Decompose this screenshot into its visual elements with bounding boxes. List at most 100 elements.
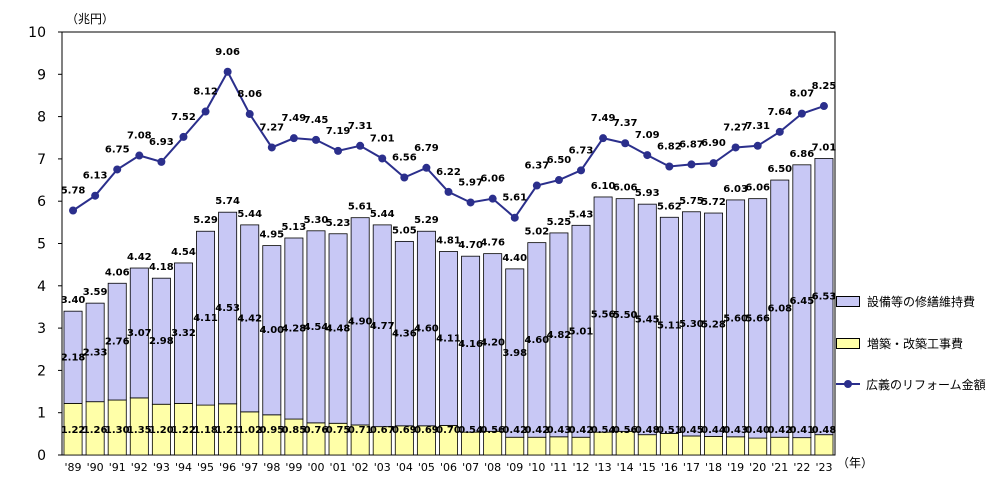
reform-total-point [665, 162, 674, 171]
data-label-maintenance: 4.16 [458, 339, 483, 350]
data-label-extension: 0.42 [767, 425, 792, 436]
y-tick-label: 7 [37, 152, 46, 168]
legend-item-reform-total: 広義のリフォーム金額 [836, 377, 986, 393]
x-tick-label: '92 [131, 461, 148, 474]
bar-maintenance [328, 233, 348, 424]
bar-maintenance [770, 179, 790, 438]
reform-total-point [554, 176, 563, 185]
data-label-maintenance: 4.00 [259, 325, 284, 336]
data-label-extension: 0.85 [282, 425, 307, 436]
bar-maintenance [527, 242, 547, 438]
data-label-extension: 1.30 [105, 425, 130, 436]
data-label-extension: 0.75 [326, 425, 351, 436]
bar-maintenance [637, 203, 657, 436]
bar-extension [527, 436, 547, 456]
reform-total-point [577, 166, 586, 175]
bar-extension [792, 437, 812, 456]
data-label-reform-total: 6.79 [414, 143, 439, 154]
x-tick-label: '10 [528, 461, 545, 474]
data-label-bar-total: 5.93 [635, 188, 660, 199]
legend-swatch-maintenance [836, 296, 860, 307]
x-tick-label: '04 [396, 461, 413, 474]
data-label-reform-total: 7.27 [723, 122, 748, 133]
data-label-maintenance: 5.56 [591, 310, 616, 321]
data-label-bar-total: 4.42 [127, 252, 152, 263]
data-label-bar-total: 4.18 [149, 262, 174, 273]
data-label-bar-total: 5.44 [370, 209, 395, 220]
data-label-reform-total: 6.82 [657, 142, 682, 153]
data-label-maintenance: 5.11 [657, 320, 682, 331]
reform-total-point [422, 163, 431, 172]
y-tick-label: 9 [37, 67, 46, 83]
x-tick-label: '89 [65, 461, 82, 474]
data-label-maintenance: 5.28 [701, 320, 726, 331]
y-unit-label: （兆円） [66, 12, 115, 26]
bar-maintenance [85, 302, 105, 403]
data-label-reform-total: 6.06 [480, 174, 505, 185]
bar-extension [704, 435, 723, 456]
data-label-reform-total: 6.13 [83, 171, 108, 182]
reform-total-point [444, 187, 453, 196]
bar-extension [770, 436, 790, 456]
y-tick-label: 3 [37, 321, 46, 337]
x-tick-label: '21 [771, 461, 788, 474]
data-label-maintenance: 4.28 [282, 324, 307, 335]
x-tick-label: '94 [175, 461, 192, 474]
y-tick-label: 4 [37, 279, 46, 295]
y-tick-label: 6 [37, 194, 46, 210]
bar-maintenance [814, 158, 834, 436]
bar-maintenance [107, 282, 127, 401]
reform-total-point [157, 157, 166, 166]
x-tick-label: '23 [815, 461, 832, 474]
data-label-reform-total: 7.27 [259, 122, 284, 133]
reform-total-point [201, 107, 210, 116]
bar-maintenance [681, 211, 701, 437]
reform-total-point [378, 154, 387, 163]
reform-total-point [797, 109, 806, 118]
data-label-maintenance: 5.66 [745, 313, 770, 324]
x-tick-label: '97 [241, 461, 258, 474]
data-label-reform-total: 6.37 [524, 161, 549, 172]
x-unit-label: （年） [837, 456, 873, 470]
data-label-reform-total: 6.87 [679, 139, 704, 150]
data-label-bar-total: 4.70 [458, 240, 483, 251]
data-label-extension: 1.18 [193, 425, 218, 436]
x-tick-label: '95 [197, 461, 214, 474]
data-label-extension: 0.69 [414, 425, 439, 436]
data-label-reform-total: 7.49 [591, 113, 616, 124]
reform-total-point [731, 143, 740, 152]
data-label-reform-total: 6.73 [569, 145, 594, 156]
x-tick-label: '20 [749, 461, 766, 474]
data-label-reform-total: 9.06 [215, 47, 240, 58]
data-label-extension: 1.20 [149, 425, 174, 436]
data-label-maintenance: 4.11 [436, 333, 461, 344]
reform-total-point [223, 67, 232, 76]
data-label-bar-total: 5.72 [701, 197, 726, 208]
reform-total-point [289, 134, 298, 143]
x-tick-label: '19 [727, 461, 744, 474]
data-label-reform-total: 8.12 [193, 87, 218, 98]
bar-extension [659, 433, 679, 456]
bar-maintenance [505, 268, 525, 438]
data-label-extension: 0.44 [701, 425, 726, 436]
bar-extension [505, 436, 525, 456]
data-label-bar-total: 5.29 [414, 215, 439, 226]
reform-total-point [621, 139, 630, 148]
reform-total-point [135, 151, 144, 160]
legend-swatch-extension [836, 338, 860, 349]
data-label-bar-total: 6.06 [613, 183, 638, 194]
x-tick-label: '91 [109, 461, 126, 474]
data-label-bar-total: 3.40 [61, 295, 86, 306]
data-label-reform-total: 7.45 [304, 115, 329, 126]
data-label-maintenance: 5.60 [723, 313, 748, 324]
legend-item-maintenance: 設備等の修繕維持費 [836, 294, 1000, 310]
data-label-bar-total: 5.75 [679, 196, 704, 207]
data-label-maintenance: 4.53 [215, 303, 240, 314]
legend-label-extension: 増築・改築工事費 [867, 337, 964, 351]
bar-maintenance [151, 277, 171, 405]
x-tick-label: '18 [705, 461, 722, 474]
data-label-bar-total: 6.50 [767, 164, 792, 175]
data-label-bar-total: 6.86 [790, 149, 815, 160]
x-tick-label: '99 [285, 461, 302, 474]
